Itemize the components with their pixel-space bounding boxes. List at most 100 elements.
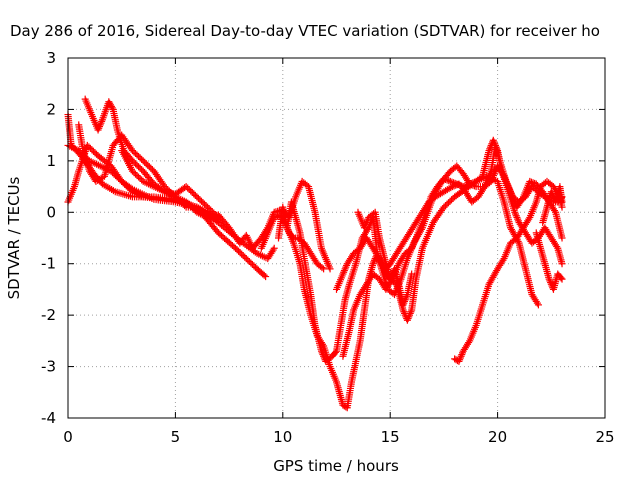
data-point — [235, 247, 243, 255]
data-point — [112, 172, 120, 180]
data-point — [144, 161, 152, 169]
grid-lines — [68, 58, 605, 418]
data-point — [95, 124, 103, 132]
x-tick-label: 0 — [63, 428, 73, 446]
data-point — [407, 308, 415, 316]
data-point — [188, 204, 196, 212]
data-point — [525, 215, 533, 223]
data-point — [361, 222, 369, 230]
data-point — [326, 265, 334, 273]
data-point — [404, 315, 412, 323]
data-point — [85, 143, 93, 151]
data-point — [454, 181, 462, 189]
y-tick-label: -2 — [41, 306, 56, 324]
data-point — [480, 184, 488, 192]
y-tick-label: 1 — [46, 152, 56, 170]
data-point — [386, 275, 394, 283]
data-point — [83, 141, 91, 149]
data-point — [493, 145, 501, 153]
x-tick-label: 15 — [381, 428, 400, 446]
data-point — [339, 270, 347, 278]
data-point — [135, 173, 143, 181]
data-point — [97, 119, 105, 127]
y-tick-label: 0 — [46, 203, 56, 221]
y-tick-label: 3 — [46, 49, 56, 67]
data-point — [202, 202, 210, 210]
data-point — [107, 167, 115, 175]
data-point — [458, 351, 466, 359]
data-point — [489, 136, 497, 144]
data-point — [491, 141, 499, 149]
data-point — [108, 104, 116, 112]
data-point — [96, 121, 104, 129]
plot-frame — [67, 57, 606, 419]
data-point — [331, 348, 339, 356]
data-point — [534, 301, 542, 309]
data-point — [188, 188, 196, 196]
data-point — [549, 191, 557, 199]
data-point — [448, 196, 456, 204]
data-point — [403, 292, 411, 300]
data-point — [446, 177, 454, 185]
data-point — [405, 313, 413, 321]
data-point — [204, 203, 212, 211]
data-point — [443, 200, 451, 208]
y-axis-ticks: -4 -3 -2 -1 0 1 2 3 — [41, 49, 605, 427]
data-point — [408, 270, 416, 278]
data-point — [139, 157, 147, 165]
data-point — [233, 246, 241, 254]
data-point — [403, 316, 411, 324]
data-point — [184, 199, 192, 207]
data-point — [455, 357, 463, 365]
data-point — [196, 196, 204, 204]
data-point — [451, 179, 459, 187]
data-point — [108, 169, 116, 177]
data-point — [469, 179, 477, 187]
data-point — [467, 179, 475, 187]
data-point — [319, 340, 327, 348]
data-point — [465, 339, 473, 347]
data-point — [341, 265, 349, 273]
data-point — [232, 244, 240, 252]
data-point — [512, 210, 519, 218]
data-point — [106, 99, 114, 107]
data-point — [462, 181, 470, 189]
data-point — [145, 163, 153, 171]
data-point — [388, 272, 396, 280]
data-point — [402, 294, 410, 302]
data-point — [89, 147, 97, 155]
data-point — [456, 354, 464, 362]
data-point — [128, 157, 136, 165]
data-point — [557, 274, 565, 282]
data-point — [251, 248, 259, 256]
data-point — [558, 275, 566, 283]
data-point — [558, 234, 566, 242]
data-point — [456, 356, 464, 364]
data-point — [262, 273, 270, 281]
data-point — [115, 174, 123, 182]
data-point — [370, 258, 378, 266]
data-point — [442, 176, 450, 183]
data-point — [547, 188, 555, 196]
data-point — [440, 175, 448, 183]
data-point — [187, 202, 195, 210]
y-tick-label: -3 — [41, 358, 56, 376]
x-tick-label: 25 — [595, 428, 614, 446]
data-point — [128, 167, 136, 175]
x-tick-label: 20 — [488, 428, 507, 446]
data-point — [399, 301, 407, 309]
data-point — [401, 296, 409, 304]
data-point — [236, 249, 244, 257]
data-point — [260, 271, 268, 279]
data-point — [486, 145, 494, 153]
data-point — [406, 311, 414, 319]
data-point — [105, 98, 113, 106]
data-point — [113, 173, 121, 181]
data-point — [107, 102, 115, 110]
y-tick-label: -4 — [41, 409, 56, 427]
data-point — [400, 299, 408, 307]
data-point — [526, 177, 534, 185]
data-point — [182, 198, 190, 206]
data-point — [132, 150, 140, 158]
